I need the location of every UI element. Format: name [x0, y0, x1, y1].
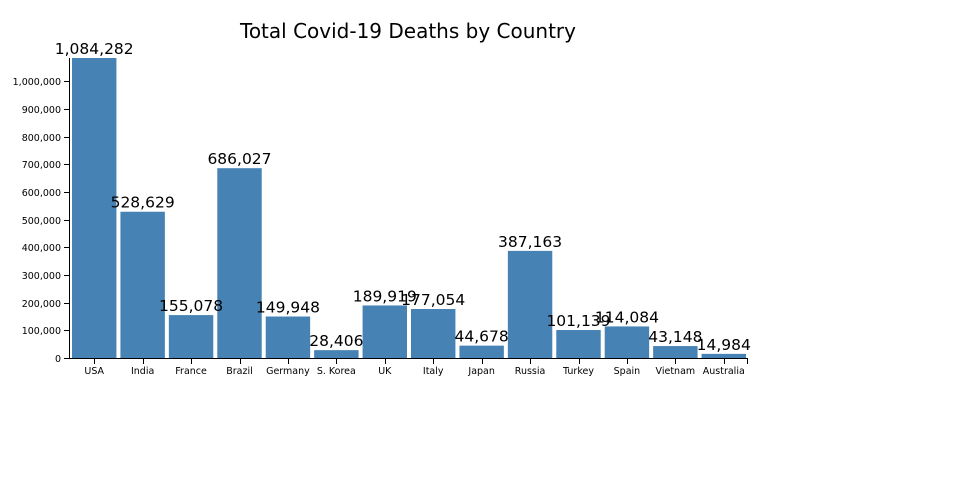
y-tick-label: 1,000,000 — [13, 77, 61, 88]
x-tick-label: USA — [84, 366, 104, 377]
x-tick-label: India — [131, 366, 154, 377]
y-tick-label: 800,000 — [22, 133, 61, 144]
data-label: 189,919 — [353, 287, 417, 305]
y-axis: 0 100,000 200,000 300,000 400,000 500,000 600,… — [13, 58, 70, 365]
y-tick-label: 100,000 — [22, 326, 61, 337]
x-tick-label: Japan — [467, 366, 495, 377]
data-label: 28,406 — [309, 332, 363, 350]
data-label: 177,054 — [401, 291, 465, 309]
data-label: 43,148 — [648, 328, 702, 346]
y-tick-label: 300,000 — [22, 271, 61, 282]
x-axis: USA India France Brazil Germany S. Korea UK Ita… — [69, 358, 748, 377]
bar-france — [168, 315, 214, 358]
data-label: 1,084,282 — [55, 40, 134, 58]
x-tick-label: Russia — [515, 366, 546, 377]
data-label: 155,078 — [159, 297, 223, 315]
x-tick-label: Germany — [266, 366, 310, 377]
data-label: 101,139 — [546, 312, 610, 330]
data-label: 686,027 — [207, 150, 271, 168]
y-tick-label: 200,000 — [22, 299, 61, 310]
y-tick-label: 400,000 — [22, 243, 61, 254]
bar-australia — [701, 353, 746, 358]
bar-s-korea — [314, 350, 359, 358]
y-tick-label: 0 — [55, 354, 61, 365]
chart-title: Total Covid-19 Deaths by Country — [239, 19, 576, 43]
bar-japan — [459, 345, 504, 358]
x-tick-label: Brazil — [226, 366, 253, 377]
data-label: 44,678 — [455, 328, 509, 346]
y-tick-label: 600,000 — [22, 188, 61, 199]
bar-italy — [411, 309, 456, 358]
bar-germany — [265, 316, 311, 358]
bar-spain — [604, 326, 650, 358]
x-tick-label: Turkey — [562, 366, 594, 377]
y-tick-label: 700,000 — [22, 160, 61, 171]
bars — [72, 58, 746, 358]
x-tick-label: Italy — [423, 366, 444, 377]
x-tick-label: S. Korea — [317, 366, 356, 377]
x-tick-label: Australia — [703, 366, 745, 377]
bar-india — [120, 211, 165, 358]
bar-turkey — [556, 330, 601, 358]
y-tick-label: 900,000 — [22, 105, 61, 116]
data-label: 149,948 — [256, 299, 320, 317]
data-label: 528,629 — [111, 194, 175, 212]
x-tick-label: France — [175, 366, 207, 377]
x-tick-label: Spain — [614, 366, 641, 377]
bar-uk — [362, 305, 407, 358]
bar-brazil — [217, 168, 262, 358]
x-tick-label: UK — [378, 366, 392, 377]
y-tick-label: 500,000 — [22, 216, 61, 227]
bar-vietnam — [653, 346, 698, 358]
x-tick-label: Vietnam — [656, 366, 696, 377]
data-labels: 1,084,282 528,629 155,078 686,027 149,948 28,… — [55, 40, 751, 354]
bar-usa — [72, 58, 117, 358]
data-label: 387,163 — [498, 233, 562, 251]
data-label: 14,984 — [697, 336, 751, 354]
bar-russia — [507, 250, 553, 358]
data-label: 114,084 — [595, 308, 659, 326]
